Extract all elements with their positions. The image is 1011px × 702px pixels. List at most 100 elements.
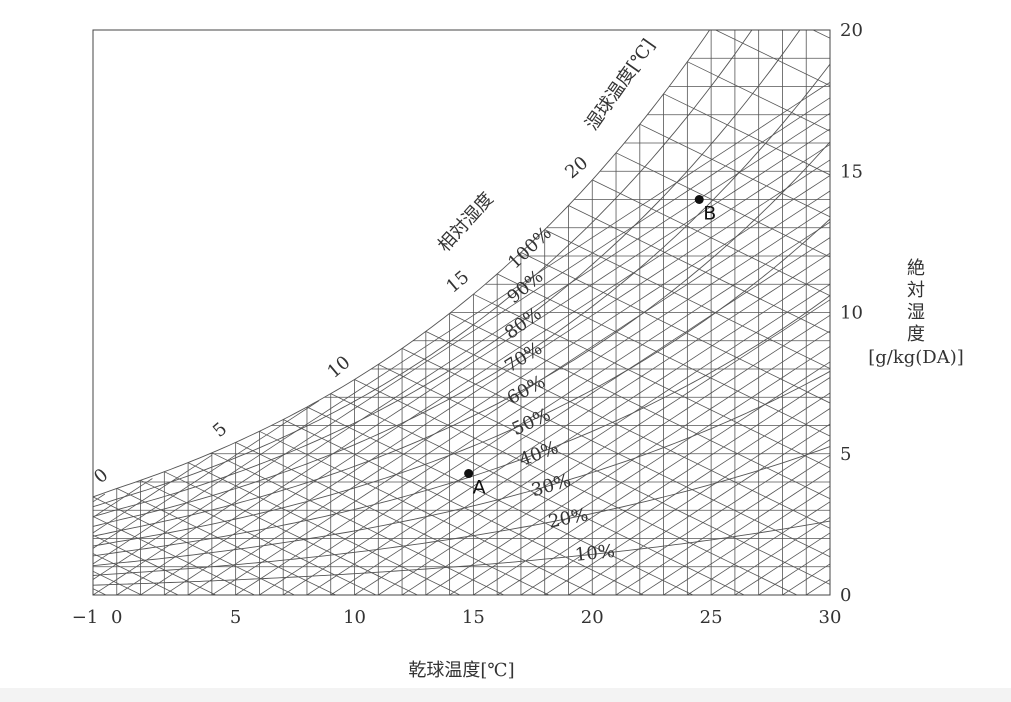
diag-line (758, 548, 830, 595)
wb-line (93, 534, 216, 595)
wb-line (211, 452, 504, 595)
y-axis-label-char: 度 (907, 324, 925, 345)
rh-curve-10 (93, 520, 830, 586)
rh-label: 50% (509, 404, 554, 440)
diag-line (93, 478, 153, 518)
wb-line (164, 471, 418, 595)
diag-line (93, 97, 830, 580)
wb-line (330, 393, 745, 595)
rh-curve-80 (93, 30, 801, 518)
wb-line (687, 61, 830, 132)
diag-line (93, 112, 830, 595)
diag-line (378, 299, 830, 595)
diag-line (473, 361, 830, 595)
diag-line (259, 221, 830, 595)
y-axis-label-char: 対 (907, 280, 925, 301)
y-axis-label-char: 絶 (907, 258, 925, 279)
x-tick-label: 0 (111, 607, 122, 628)
diag-line (93, 81, 830, 565)
diag-line (211, 190, 830, 595)
rh-label: 30% (529, 470, 573, 501)
wb-line (93, 570, 142, 595)
diag-line (496, 377, 830, 595)
x-tick-label: 5 (230, 607, 241, 628)
y-axis-label-char: 湿 (907, 302, 925, 323)
wb-line (93, 588, 107, 595)
wb-line (283, 419, 644, 595)
wb-line (592, 179, 830, 297)
diag-line (639, 470, 830, 595)
rh-curve-30 (93, 370, 830, 567)
diag-line (93, 454, 213, 534)
diag-line (782, 563, 830, 595)
y-tick-label: 10 (840, 303, 863, 324)
wb-line (497, 273, 830, 437)
plot-frame (92, 29, 831, 596)
y-tick-label: 20 (840, 20, 863, 41)
x-tick-label: 10 (343, 607, 366, 628)
wb-line (116, 488, 336, 595)
diag-line (330, 268, 830, 595)
diag-line (306, 252, 830, 595)
plot-lines (93, 30, 830, 595)
rh-label: 60% (504, 371, 549, 409)
wb-line (568, 205, 830, 334)
diag-line (615, 454, 830, 595)
rh-curve-40 (93, 295, 830, 557)
rh-curve-90 (93, 30, 753, 508)
rh-label: 70% (501, 338, 546, 377)
point-label-a: A (473, 477, 486, 499)
rh-label: 40% (516, 437, 561, 471)
diag-line (710, 516, 830, 595)
wb-line (306, 406, 694, 595)
x-tick-label: −1 (72, 607, 99, 628)
diag-line (449, 346, 830, 595)
diag-line (93, 400, 320, 549)
y-tick-label: 15 (840, 161, 863, 182)
diag-line (592, 439, 830, 595)
rh-label: 20% (547, 504, 590, 532)
wb-line (378, 364, 830, 585)
wb-line (544, 229, 830, 370)
wb-tick-label: 20 (561, 152, 592, 183)
rh-curve-100 (93, 30, 711, 498)
diag-line (544, 408, 830, 595)
wb-line (354, 379, 798, 595)
wb-tick-label: 10 (323, 352, 354, 383)
wb-line (425, 331, 830, 529)
diag-line (282, 237, 830, 595)
wb-title: 湿球温度[℃] (581, 35, 659, 134)
point-a (464, 469, 474, 479)
x-tick-label: 30 (819, 607, 842, 628)
rh-label: 10% (574, 541, 616, 566)
wb-line (235, 442, 550, 595)
x-tick-label: 25 (700, 607, 723, 628)
rh-curve-70 (93, 63, 830, 527)
y-tick-label: 5 (840, 444, 851, 465)
wb-line (93, 553, 179, 595)
diag-line (354, 283, 830, 595)
diag-line (663, 485, 830, 595)
bottom-margin-band (0, 688, 1011, 702)
y-tick-label: 0 (840, 585, 851, 606)
diag-line (164, 159, 830, 595)
x-tick-label: 20 (581, 607, 604, 628)
point-label-b: B (703, 203, 716, 225)
diag-line (140, 144, 830, 595)
diag-line (425, 330, 830, 595)
diag-line (568, 423, 830, 595)
rh-curve-20 (93, 446, 830, 576)
wb-tick-label: 5 (209, 418, 231, 441)
diag-line (401, 314, 830, 595)
wb-line (615, 152, 830, 258)
wb-line (639, 123, 830, 218)
diag-line (520, 392, 830, 595)
y-axis-label-unit: [g/kg(DA)] (868, 347, 964, 368)
diag-line (235, 206, 830, 595)
rh-curve-60 (93, 141, 830, 537)
wb-tick-label: 15 (442, 267, 473, 298)
diag-line (93, 493, 106, 503)
point-b (694, 195, 704, 204)
rh-label: 90% (503, 266, 547, 308)
